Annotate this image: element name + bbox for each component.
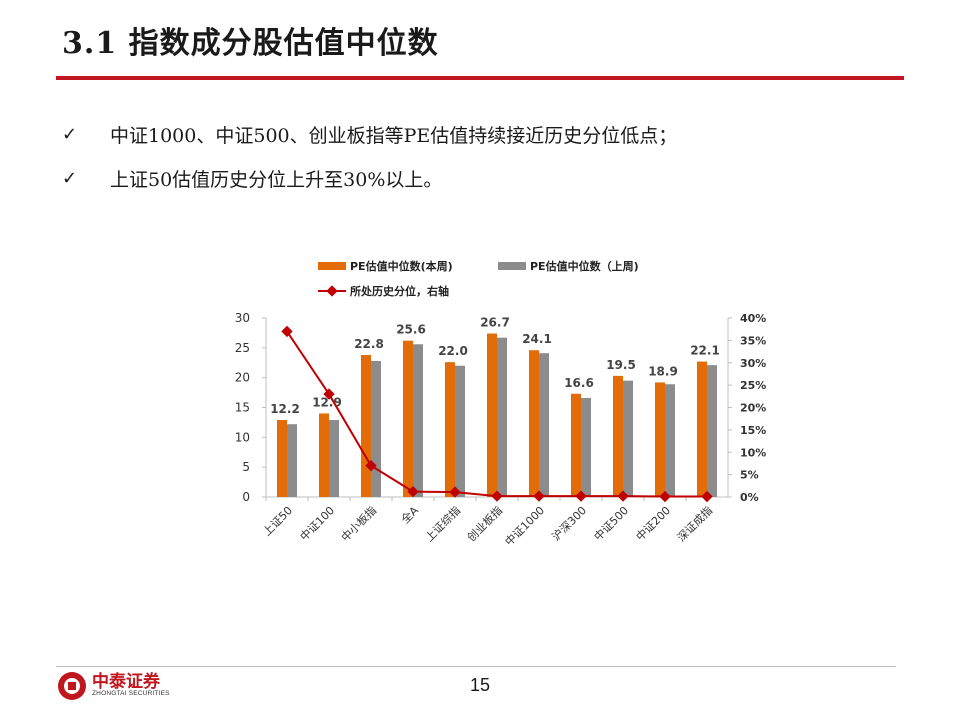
data-label: 22.1 [690, 344, 720, 358]
left-axis-tick-label: 5 [242, 460, 250, 474]
page-number: 15 [469, 675, 491, 695]
right-axis-tick-label: 35% [740, 334, 766, 347]
category-label: 中小板指 [338, 503, 379, 544]
legend-swatch-last-week [498, 262, 526, 270]
left-axis-tick-label: 25 [235, 341, 250, 355]
bullet-list: ✓ 中证1000、中证500、创业板指等PE估值持续接近历史分位低点； ✓ 上证… [62, 112, 677, 200]
bar-this-week [613, 375, 623, 497]
bar-last-week [581, 397, 591, 497]
logo-name-cn: 中泰证券 [92, 672, 160, 693]
bullet-item: ✓ 上证50估值历史分位上升至30%以上。 [62, 156, 677, 200]
right-axis-tick-label: 30% [740, 357, 766, 370]
left-axis-tick-label: 30 [235, 311, 250, 325]
data-label: 16.6 [564, 376, 594, 390]
percentile-marker [617, 490, 629, 502]
percentile-marker [365, 460, 377, 472]
bullet-text: 上证50估值历史分位上升至30%以上。 [110, 168, 443, 191]
category-label: 上证综指 [422, 503, 463, 544]
right-axis-tick-label: 10% [740, 446, 766, 459]
percentile-marker [407, 485, 419, 498]
data-label: 12.9 [312, 395, 342, 409]
category-label: 中证100 [298, 504, 338, 544]
percentile-marker [491, 490, 503, 502]
data-label: 24.1 [522, 332, 552, 346]
percentile-marker [281, 325, 293, 338]
right-axis-tick-label: 5% [740, 469, 759, 482]
bar-this-week [361, 354, 371, 497]
bar-last-week [623, 380, 633, 497]
check-icon: ✓ [62, 123, 78, 145]
left-axis-tick-label: 0 [242, 490, 250, 504]
percentile-marker [575, 490, 587, 502]
bar-this-week [319, 413, 329, 497]
bar-last-week [539, 353, 549, 497]
data-label: 12.2 [270, 402, 300, 416]
percentile-marker [533, 490, 545, 502]
left-axis-tick-label: 10 [235, 430, 250, 444]
category-label: 中证500 [592, 504, 632, 544]
bar-this-week [571, 393, 581, 497]
percentile-marker [659, 490, 671, 503]
right-axis-tick-label: 15% [740, 424, 766, 437]
legend-marker-percentile [326, 285, 338, 297]
page-title: 3.1 指数成分股估值中位数 [62, 26, 439, 61]
left-axis-tick-label: 20 [235, 371, 250, 385]
check-icon: ✓ [62, 167, 78, 189]
percentile-marker [449, 486, 461, 498]
right-axis-tick-label: 0% [740, 491, 759, 504]
bar-last-week [329, 420, 339, 497]
bar-this-week [487, 333, 497, 497]
legend-swatch-this-week [318, 262, 346, 270]
percentile-marker [701, 490, 713, 503]
legend-label-this-week: PE估值中位数(本周) [350, 259, 453, 273]
data-label: 25.6 [396, 323, 426, 337]
legend-label-percentile: 所处历史分位，右轴 [350, 284, 449, 298]
right-axis-tick-label: 25% [740, 379, 766, 392]
logo-name-en: ZHONGTAI SECURITIES [92, 690, 170, 698]
data-label: 18.9 [648, 364, 678, 378]
bar-this-week [277, 420, 287, 497]
data-label: 26.7 [480, 316, 510, 330]
bullet-item: ✓ 中证1000、中证500、创业板指等PE估值持续接近历史分位低点； [62, 112, 677, 156]
title-divider [56, 76, 904, 80]
bar-last-week [665, 384, 675, 497]
category-label: 深证成指 [674, 503, 715, 544]
bar-this-week [403, 340, 413, 497]
bar-last-week [371, 360, 381, 497]
bar-this-week [529, 350, 539, 497]
bar-this-week [697, 361, 707, 497]
bar-last-week [497, 337, 507, 497]
right-axis-tick-label: 40% [740, 312, 766, 325]
logo-icon [58, 672, 86, 700]
category-label: 沪深300 [549, 503, 589, 543]
category-label: 全A [398, 503, 421, 526]
left-axis-tick-label: 15 [235, 401, 250, 415]
category-label: 中证1000 [503, 504, 548, 549]
percentile-marker [323, 388, 335, 400]
right-axis-tick-label: 20% [740, 402, 766, 415]
bar-this-week [655, 382, 665, 497]
data-label: 19.5 [606, 358, 636, 372]
data-label: 22.8 [354, 337, 384, 351]
bar-last-week [413, 344, 423, 497]
bar-this-week [445, 362, 455, 497]
bar-last-week [707, 365, 717, 497]
bar-last-week [287, 424, 297, 497]
bar-last-week [455, 365, 465, 497]
company-logo: 中泰证券 ZHONGTAI SECURITIES [58, 672, 170, 700]
category-label: 上证50 [260, 504, 295, 539]
footer-divider [56, 666, 896, 667]
legend-label-last-week: PE估值中位数（上周) [530, 259, 639, 273]
bullet-text: 中证1000、中证500、创业板指等PE估值持续接近历史分位低点； [110, 124, 678, 147]
data-label: 22.0 [438, 344, 468, 358]
category-label: 创业板指 [464, 503, 505, 544]
category-label: 中证200 [634, 504, 674, 544]
